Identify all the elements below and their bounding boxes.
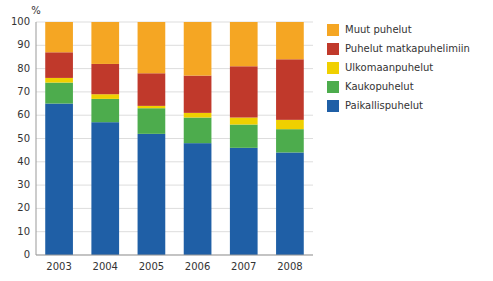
grid-line (36, 231, 313, 232)
bars (45, 22, 304, 255)
x-tick-label: 2005 (139, 261, 164, 272)
bar-segment (138, 134, 166, 255)
bar-segment (91, 64, 119, 94)
y-tick-label: 90 (17, 39, 30, 50)
x-tick-label: 2003 (46, 261, 71, 272)
bar-segment (91, 99, 119, 122)
y-tick-label: 50 (17, 133, 30, 144)
x-tick-label: 2006 (185, 261, 210, 272)
chart-svg: 0102030405060708090100200320042005200620… (0, 0, 493, 281)
legend-label: Muut puhelut (345, 24, 412, 35)
grid-line (36, 22, 313, 23)
bar-segment (184, 76, 212, 113)
bar-segment (45, 52, 73, 78)
bar-segment (276, 129, 304, 152)
grid-line (36, 115, 313, 116)
legend-label: Ulkomaanpuhelut (345, 62, 433, 73)
x-axis-line (36, 255, 313, 256)
x-axis: 2003 2004 2005 2006 2007 2008 (46, 261, 302, 272)
legend-swatch (327, 62, 339, 74)
y-tick-label: 40 (17, 156, 30, 167)
grid-line (36, 91, 313, 92)
y-tick-label: 0 (24, 249, 30, 260)
y-axis-line (36, 22, 37, 255)
legend-label: Kaukopuhelut (345, 81, 414, 92)
legend-swatch (327, 43, 339, 55)
bar-segment (45, 104, 73, 255)
bar-segment (276, 59, 304, 120)
y-tick-label: 30 (17, 179, 30, 190)
bar-segment (91, 122, 119, 255)
legend-label: Paikallispuhelut (345, 100, 423, 111)
bar-segment (184, 22, 212, 76)
bar-segment (184, 113, 212, 118)
y-tick-label: 10 (17, 226, 30, 237)
legend: Muut puhelut Puhelut matkapuhelimiin Ulkom… (327, 24, 470, 112)
grid-line (36, 45, 313, 46)
legend-swatch (327, 100, 339, 112)
bar-segment (230, 125, 258, 148)
bar-segment (230, 118, 258, 125)
bar-segment (276, 22, 304, 59)
y-tick-label: 70 (17, 86, 30, 97)
bar-segment (138, 22, 166, 73)
grid-line (36, 68, 313, 69)
y-axis-label: % (31, 5, 41, 16)
y-tick-label: 80 (17, 63, 30, 74)
legend-swatch (327, 81, 339, 93)
grid-line (36, 161, 313, 162)
legend-label: Puhelut matkapuhelimiin (345, 43, 470, 54)
bar-segment (184, 118, 212, 144)
bar-segment (91, 22, 119, 64)
grid-line (36, 208, 313, 209)
bar-segment (230, 22, 258, 66)
bar-segment (276, 120, 304, 129)
x-tick-label: 2008 (277, 261, 302, 272)
legend-swatch (327, 24, 339, 36)
bar-segment (184, 143, 212, 255)
bar-segment (276, 152, 304, 255)
chart-container: 0102030405060708090100200320042005200620… (0, 0, 493, 281)
bar-segment (230, 66, 258, 117)
bar-segment (45, 83, 73, 104)
bar-segment (138, 106, 166, 108)
bar-segment (138, 108, 166, 134)
y-tick-label: 20 (17, 202, 30, 213)
x-tick-label: 2004 (93, 261, 118, 272)
grid-line (36, 138, 313, 139)
bar-segment (45, 22, 73, 52)
bar-segment (230, 148, 258, 255)
bar-segment (138, 73, 166, 106)
x-tick-label: 2007 (231, 261, 256, 272)
bar-segment (91, 94, 119, 99)
grid-line (36, 255, 313, 256)
grid-line (36, 185, 313, 186)
bar-segment (45, 78, 73, 83)
y-tick-label: 60 (17, 109, 30, 120)
y-axis: 0 10 20 30 40 50 60 70 80 90 100 (11, 16, 30, 260)
y-tick-label: 100 (11, 16, 30, 27)
grid (36, 22, 313, 255)
